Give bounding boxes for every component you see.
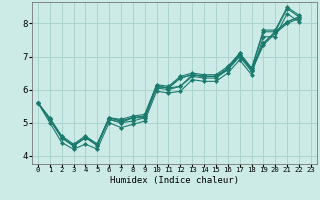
X-axis label: Humidex (Indice chaleur): Humidex (Indice chaleur) bbox=[110, 176, 239, 185]
